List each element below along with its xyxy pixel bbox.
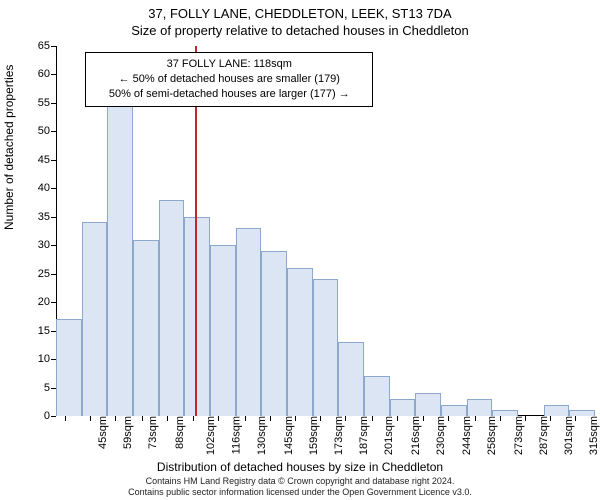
x-tick-mark bbox=[372, 416, 373, 421]
x-tick-mark bbox=[270, 416, 271, 421]
x-tick-label: 173sqm bbox=[331, 416, 345, 455]
x-tick-mark bbox=[423, 416, 424, 421]
histogram-bar bbox=[261, 251, 287, 416]
annotation-box: 37 FOLLY LANE: 118sqm ← 50% of detached … bbox=[85, 52, 373, 107]
y-tick-label: 0 bbox=[44, 410, 56, 422]
x-tick-label: 159sqm bbox=[306, 416, 320, 455]
x-tick-label: 88sqm bbox=[172, 416, 186, 449]
attribution-line-2: Contains public sector information licen… bbox=[0, 487, 600, 498]
x-tick-label: 201sqm bbox=[381, 416, 395, 455]
x-tick-mark bbox=[575, 416, 576, 421]
y-tick-label: 5 bbox=[44, 382, 56, 394]
histogram-bar bbox=[133, 240, 159, 416]
x-tick-mark bbox=[320, 416, 321, 421]
annotation-line-3: 50% of semi-detached houses are larger (… bbox=[94, 87, 364, 102]
y-tick-label: 10 bbox=[38, 353, 56, 365]
x-tick-label: 73sqm bbox=[145, 416, 159, 449]
x-tick-label: 102sqm bbox=[204, 416, 218, 455]
histogram-bar bbox=[467, 399, 493, 416]
plot-area: 37 FOLLY LANE: 118sqm ← 50% of detached … bbox=[56, 46, 586, 416]
x-tick-label: 116sqm bbox=[228, 416, 242, 454]
y-tick-label: 15 bbox=[38, 325, 56, 337]
y-tick-label: 40 bbox=[38, 182, 56, 194]
y-tick-label: 60 bbox=[38, 68, 56, 80]
histogram-bar bbox=[287, 268, 313, 416]
histogram-bar bbox=[338, 342, 364, 416]
x-tick-mark bbox=[500, 416, 501, 421]
y-tick-label: 20 bbox=[38, 296, 56, 308]
x-tick-mark bbox=[115, 416, 116, 421]
histogram-bar bbox=[569, 410, 595, 416]
y-tick-label: 50 bbox=[38, 125, 56, 137]
x-tick-label: 301sqm bbox=[561, 416, 575, 455]
attribution-block: Contains HM Land Registry data © Crown c… bbox=[0, 476, 600, 498]
histogram-bar bbox=[544, 405, 570, 416]
y-tick-label: 65 bbox=[38, 40, 56, 52]
histogram-bar bbox=[210, 245, 236, 416]
histogram-bar bbox=[236, 228, 262, 416]
histogram-bar bbox=[313, 279, 339, 416]
x-tick-label: 59sqm bbox=[120, 416, 134, 449]
x-axis-label: Distribution of detached houses by size … bbox=[0, 460, 600, 474]
y-tick-label: 35 bbox=[38, 211, 56, 223]
annotation-line-1: 37 FOLLY LANE: 118sqm bbox=[94, 57, 364, 72]
histogram-bar bbox=[390, 399, 416, 416]
x-tick-mark bbox=[65, 416, 66, 421]
y-tick-label: 25 bbox=[38, 268, 56, 280]
x-tick-mark bbox=[90, 416, 91, 421]
title-line-2: Size of property relative to detached ho… bbox=[0, 23, 600, 40]
x-tick-label: 287sqm bbox=[536, 416, 550, 455]
y-axis-label: Number of detached properties bbox=[2, 65, 16, 230]
annotation-line-2: ← 50% of detached houses are smaller (17… bbox=[94, 72, 364, 87]
x-tick-mark bbox=[167, 416, 168, 421]
histogram-bar bbox=[56, 319, 82, 416]
title-line-1: 37, FOLLY LANE, CHEDDLETON, LEEK, ST13 7… bbox=[0, 6, 600, 23]
attribution-line-1: Contains HM Land Registry data © Crown c… bbox=[0, 476, 600, 487]
x-tick-mark bbox=[525, 416, 526, 421]
x-tick-mark bbox=[218, 416, 219, 421]
x-tick-mark bbox=[245, 416, 246, 421]
chart-titles: 37, FOLLY LANE, CHEDDLETON, LEEK, ST13 7… bbox=[0, 0, 600, 40]
histogram-bar bbox=[159, 200, 185, 416]
x-tick-mark bbox=[448, 416, 449, 421]
x-tick-label: 315sqm bbox=[586, 416, 600, 455]
histogram-bar bbox=[364, 376, 390, 416]
x-tick-mark bbox=[397, 416, 398, 421]
x-tick-label: 273sqm bbox=[511, 416, 525, 455]
x-tick-label: 45sqm bbox=[95, 416, 109, 449]
x-tick-mark bbox=[550, 416, 551, 421]
x-tick-label: 244sqm bbox=[459, 416, 473, 455]
x-tick-label: 187sqm bbox=[356, 416, 370, 455]
x-tick-mark bbox=[345, 416, 346, 421]
y-tick-label: 55 bbox=[38, 97, 56, 109]
x-tick-mark bbox=[142, 416, 143, 421]
x-tick-label: 258sqm bbox=[484, 416, 498, 455]
x-tick-label: 130sqm bbox=[254, 416, 268, 455]
x-tick-mark bbox=[193, 416, 194, 421]
y-tick-label: 30 bbox=[38, 239, 56, 251]
x-tick-label: 216sqm bbox=[408, 416, 422, 455]
x-tick-mark bbox=[475, 416, 476, 421]
x-tick-label: 230sqm bbox=[433, 416, 447, 455]
x-tick-mark bbox=[295, 416, 296, 421]
x-tick-label: 145sqm bbox=[281, 416, 295, 455]
histogram-bar bbox=[82, 222, 108, 416]
histogram-bar bbox=[415, 393, 441, 416]
y-tick-label: 45 bbox=[38, 154, 56, 166]
histogram-bar bbox=[441, 405, 467, 416]
histogram-bar bbox=[107, 103, 133, 416]
histogram-bar bbox=[492, 410, 518, 416]
